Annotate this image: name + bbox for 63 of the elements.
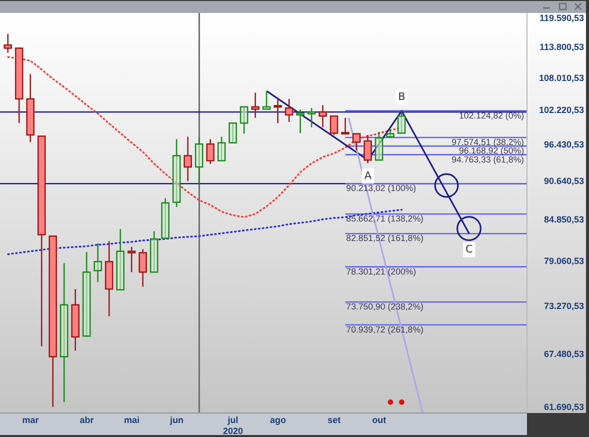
candlestick xyxy=(206,138,214,164)
candlestick xyxy=(318,104,327,128)
y-tick-label: 90.640,53 xyxy=(544,176,584,186)
y-tick-label: 84.850,53 xyxy=(544,214,584,225)
candlestick xyxy=(228,122,237,144)
y-tick-label: 96.430,53 xyxy=(544,139,584,150)
candlestick xyxy=(60,262,68,403)
candlestick xyxy=(127,246,136,273)
y-tick-label: 79.060,53 xyxy=(544,256,584,266)
y-tick-label: 108.010,53 xyxy=(538,72,584,83)
candlestick xyxy=(386,128,394,138)
candlestick xyxy=(184,136,192,182)
candlestick xyxy=(194,137,204,184)
ref-line-label: 94.763,33 (61,8%) xyxy=(452,154,524,164)
ref-line-label: 78.301,21 (200%) xyxy=(346,266,416,276)
candlestick xyxy=(138,248,147,288)
ref-line-label: 85.662,71 (138,2%) xyxy=(346,214,424,224)
annotation: B xyxy=(398,90,406,103)
ref-line-label: 96.168,92 (50%) xyxy=(458,146,524,156)
ref-line-label: 70.939,72 (261,8%) xyxy=(346,324,424,334)
y-tick-label: 61.690,53 xyxy=(544,402,584,412)
candlestick xyxy=(374,131,384,161)
candlestick xyxy=(352,132,361,151)
candlestick xyxy=(94,242,102,283)
candlestick xyxy=(4,33,12,54)
y-tick-label: 73.270,53 xyxy=(544,300,584,311)
x-tick-label: set xyxy=(328,415,341,425)
x-tick-label: out xyxy=(372,415,386,425)
y-tick-label: 119.590,53 xyxy=(539,12,584,23)
y-tick-label: 102.220,53 xyxy=(538,105,584,116)
candlestick xyxy=(364,134,372,164)
candlestick xyxy=(284,98,294,123)
ref-line-label: 97.574,51 (38,2%) xyxy=(452,137,524,148)
x-axis-title: 2020 xyxy=(222,426,243,436)
annotation: C xyxy=(465,244,473,256)
candlestick xyxy=(274,97,282,124)
x-tick-label: ago xyxy=(270,415,286,425)
ref-line-label: 82.851,52 (161,8%) xyxy=(346,233,424,244)
candlestick xyxy=(330,115,338,136)
y-tick-label: 67.480,53 xyxy=(544,349,584,360)
candlestick xyxy=(116,228,124,290)
candlestick xyxy=(240,106,248,134)
candlestick xyxy=(251,92,260,118)
ref-line-label: 73.750,90 (238,2%) xyxy=(346,302,424,312)
candlestick xyxy=(150,230,158,273)
candlestick xyxy=(172,138,181,208)
x-tick-label: jun xyxy=(168,415,184,425)
candlestick xyxy=(82,251,91,338)
x-tick-label: abr xyxy=(80,415,94,425)
x-tick-label: mai xyxy=(124,415,140,425)
candlestick xyxy=(397,110,406,134)
x-tick-label: mar xyxy=(22,415,40,425)
candlestick xyxy=(161,198,170,239)
ref-line-label: 90.213,02 (100%) xyxy=(346,183,416,194)
candlestick xyxy=(296,109,304,134)
x-tick-label: jul xyxy=(226,415,238,425)
candlestick xyxy=(307,107,316,128)
annotation: A xyxy=(364,170,372,182)
candlestick xyxy=(341,117,350,135)
candlestick xyxy=(262,90,271,110)
candlestick xyxy=(217,136,226,162)
y-tick-label: 113.800,53 xyxy=(539,42,584,52)
ref-line-label: 102.124,82 (0%) xyxy=(458,110,524,120)
